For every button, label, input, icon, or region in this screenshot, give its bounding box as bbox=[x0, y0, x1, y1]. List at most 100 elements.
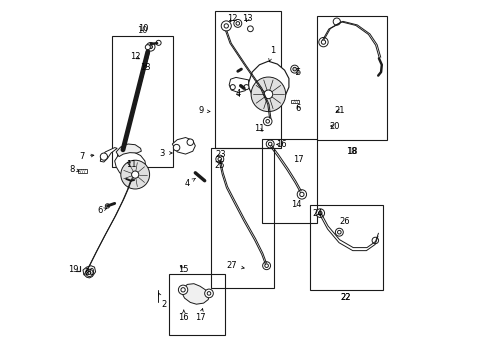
Circle shape bbox=[266, 140, 274, 148]
Circle shape bbox=[234, 19, 242, 27]
Circle shape bbox=[293, 67, 296, 71]
Circle shape bbox=[156, 40, 161, 45]
Circle shape bbox=[100, 153, 107, 160]
Text: 23: 23 bbox=[215, 150, 226, 159]
Text: 6: 6 bbox=[97, 206, 107, 215]
Text: 6: 6 bbox=[295, 104, 301, 113]
Polygon shape bbox=[100, 148, 117, 162]
Circle shape bbox=[230, 85, 235, 90]
Text: 14: 14 bbox=[291, 200, 301, 209]
Circle shape bbox=[263, 262, 270, 270]
Text: 26: 26 bbox=[339, 217, 350, 226]
Text: 7: 7 bbox=[79, 152, 94, 161]
Circle shape bbox=[178, 285, 188, 294]
Text: 4: 4 bbox=[235, 89, 241, 98]
Circle shape bbox=[207, 292, 211, 295]
Circle shape bbox=[269, 142, 272, 146]
Text: 15: 15 bbox=[178, 266, 189, 275]
Bar bbox=[211, 148, 274, 288]
Text: 17: 17 bbox=[195, 309, 205, 322]
Polygon shape bbox=[182, 284, 209, 304]
Circle shape bbox=[221, 21, 231, 31]
Bar bbox=[170, 274, 225, 335]
Polygon shape bbox=[172, 138, 196, 154]
Circle shape bbox=[335, 228, 343, 236]
Circle shape bbox=[187, 139, 194, 145]
Text: 18: 18 bbox=[346, 147, 357, 156]
Circle shape bbox=[149, 45, 152, 49]
Circle shape bbox=[236, 22, 240, 25]
Text: 16: 16 bbox=[178, 310, 189, 322]
Circle shape bbox=[263, 117, 272, 126]
Circle shape bbox=[120, 153, 123, 157]
Circle shape bbox=[244, 85, 249, 90]
Text: 11: 11 bbox=[254, 125, 265, 134]
Circle shape bbox=[338, 230, 341, 234]
Circle shape bbox=[205, 289, 213, 298]
Text: 17: 17 bbox=[293, 156, 304, 164]
Bar bbox=[262, 139, 317, 223]
Polygon shape bbox=[83, 266, 96, 278]
Text: 13: 13 bbox=[243, 14, 253, 23]
Circle shape bbox=[105, 204, 110, 208]
Circle shape bbox=[145, 45, 150, 50]
Circle shape bbox=[319, 37, 328, 47]
Text: 1: 1 bbox=[269, 46, 275, 61]
Circle shape bbox=[297, 190, 307, 199]
Text: 3: 3 bbox=[160, 149, 172, 158]
Circle shape bbox=[372, 237, 379, 244]
Circle shape bbox=[266, 120, 270, 123]
Bar bbox=[78, 169, 87, 173]
Circle shape bbox=[251, 77, 286, 112]
Text: 19: 19 bbox=[68, 266, 78, 275]
Text: 25: 25 bbox=[215, 161, 225, 170]
Circle shape bbox=[132, 171, 139, 178]
Text: 4: 4 bbox=[185, 179, 195, 188]
Circle shape bbox=[247, 26, 253, 32]
Circle shape bbox=[88, 271, 91, 274]
Polygon shape bbox=[229, 77, 248, 93]
Text: 11: 11 bbox=[125, 160, 136, 169]
Text: 22: 22 bbox=[341, 292, 351, 302]
Text: 10: 10 bbox=[138, 24, 149, 33]
Text: 22: 22 bbox=[341, 292, 351, 302]
Circle shape bbox=[121, 160, 149, 189]
Circle shape bbox=[318, 211, 322, 215]
Circle shape bbox=[300, 192, 304, 197]
Circle shape bbox=[316, 209, 324, 217]
Text: 18: 18 bbox=[346, 147, 357, 156]
Circle shape bbox=[86, 269, 93, 276]
Text: 20: 20 bbox=[84, 269, 95, 277]
Text: 21: 21 bbox=[334, 107, 344, 116]
Circle shape bbox=[218, 157, 221, 161]
Circle shape bbox=[224, 24, 228, 28]
Circle shape bbox=[333, 18, 341, 25]
Circle shape bbox=[291, 65, 298, 73]
Text: 12: 12 bbox=[227, 14, 238, 23]
Bar bbox=[310, 205, 383, 290]
Polygon shape bbox=[248, 61, 289, 104]
Circle shape bbox=[181, 288, 185, 292]
Text: 8: 8 bbox=[70, 165, 79, 174]
Text: 9: 9 bbox=[198, 107, 210, 116]
Text: 13: 13 bbox=[140, 63, 150, 72]
Text: 10: 10 bbox=[137, 26, 147, 35]
Bar bbox=[216, 11, 281, 148]
Circle shape bbox=[173, 144, 180, 151]
Circle shape bbox=[118, 150, 126, 159]
Text: 16: 16 bbox=[276, 140, 286, 149]
Bar bbox=[112, 36, 173, 167]
Bar bbox=[292, 100, 299, 103]
Circle shape bbox=[321, 40, 326, 44]
Text: 5: 5 bbox=[295, 68, 300, 77]
Text: 2: 2 bbox=[158, 293, 167, 309]
Text: 27: 27 bbox=[227, 261, 244, 270]
Text: 12: 12 bbox=[130, 53, 141, 62]
Circle shape bbox=[147, 42, 155, 51]
Circle shape bbox=[265, 264, 269, 267]
Text: 20: 20 bbox=[330, 122, 340, 131]
Polygon shape bbox=[115, 151, 146, 178]
Polygon shape bbox=[116, 144, 141, 157]
Circle shape bbox=[216, 155, 224, 163]
Text: 24: 24 bbox=[313, 209, 323, 217]
